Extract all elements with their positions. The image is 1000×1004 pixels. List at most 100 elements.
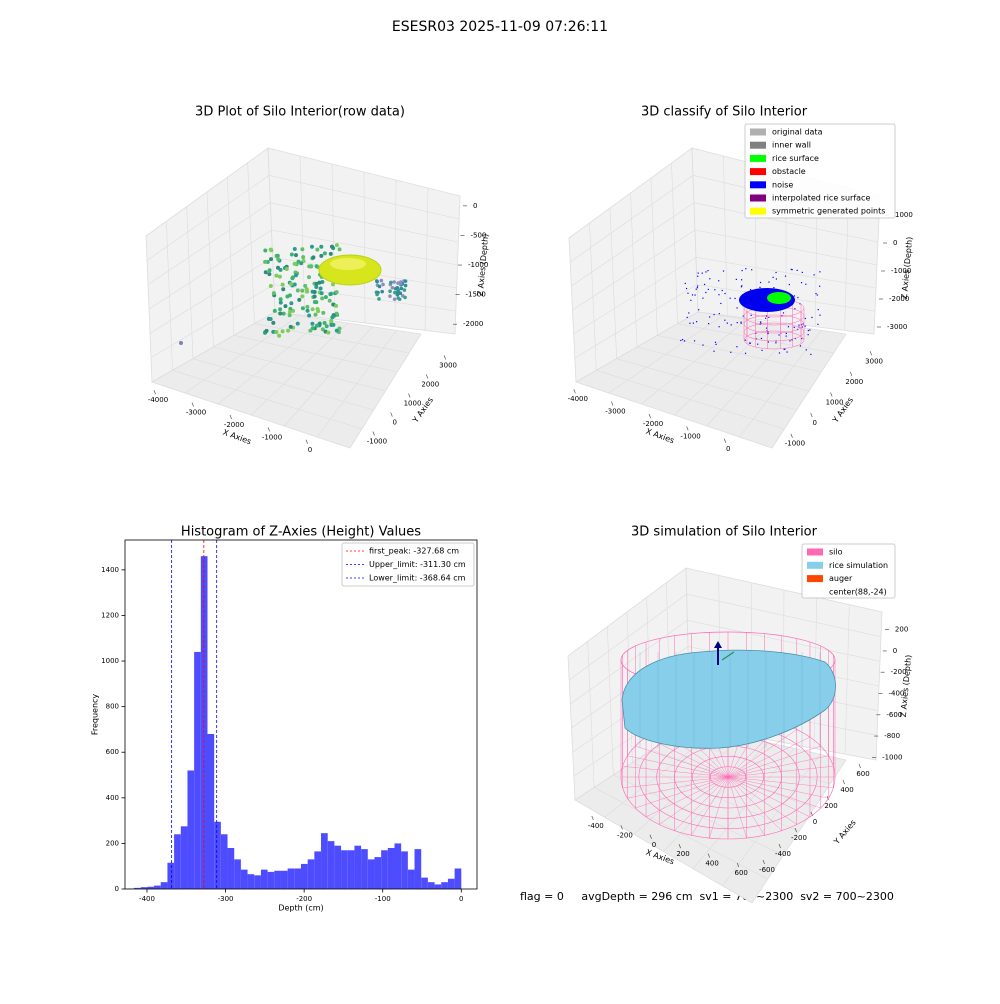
noise-point [696,321,697,322]
scatter-point [293,262,297,266]
scatter-point [301,255,305,259]
legend-label: inner wall [772,141,811,150]
noise-point [708,289,709,290]
scatter-point [289,325,293,329]
z-tick-label: 1000 [895,211,913,219]
noise-point [765,318,766,319]
x-tick-label: -3000 [186,409,206,417]
scatter-point [313,295,317,299]
bar [208,734,215,889]
scatter-point [297,298,301,302]
noise-point [786,333,787,334]
noise-point [778,334,779,335]
noise-point [801,338,802,339]
scatter-point [272,291,276,295]
z-tick-label: -3000 [887,323,907,331]
noise-point [696,289,697,290]
scatter-point [282,312,286,316]
bar [181,826,188,889]
scatter-point [286,329,290,333]
scatter-point [267,272,271,276]
scatter-point [335,243,339,247]
scatter-point [278,275,282,279]
noise-point [702,298,703,299]
noise-point [775,342,776,343]
noise-point [698,309,699,310]
scatter-point [293,283,297,287]
scatter-point [306,309,310,313]
scatter-point [377,297,381,301]
scatter-point [281,287,285,291]
scatter-point [320,296,324,300]
scatter-point [277,334,281,338]
scatter-point [329,252,333,256]
noise-point [687,317,688,318]
legend-swatch [807,588,823,595]
noise-point [713,351,714,352]
scatter-point [307,275,311,279]
noise-point [713,314,714,315]
scatter-point [403,288,407,292]
bar [194,652,201,889]
noise-point [798,325,799,326]
scatter-point [289,301,293,305]
scatter-point [285,267,289,271]
surface-blob [330,258,366,270]
scatter-point [324,295,328,299]
noise-point [767,333,768,334]
noise-point [724,320,725,321]
x-tick-label: -400 [139,895,155,903]
bar [408,870,415,889]
scatter-point [311,307,315,311]
scatter-point [338,247,342,251]
scatter-point [265,329,269,333]
x-tick-label: 600 [735,869,748,877]
noise-point [814,274,815,275]
legend-label: first_peak: -327.68 cm [369,547,459,556]
legend-label: symmetric generated points [772,207,885,216]
noise-point [802,323,803,324]
scatter-point [288,310,292,314]
noise-point [736,279,737,280]
bar [241,870,248,889]
noise-point [761,338,762,339]
bar [254,875,261,889]
x-tick-label: -4000 [568,395,588,403]
bar [288,868,295,889]
scatter-point [335,290,339,294]
noise-point [718,294,719,295]
y-tick-label: 1000 [101,657,119,665]
legend-label: original data [772,128,823,137]
bar [221,834,228,889]
scatter-point [375,280,379,284]
x-tick-label: -4000 [148,396,168,404]
noise-point [745,340,746,341]
scatter-point [305,305,309,309]
scatter-point [296,289,300,293]
y-tick-label: -1000 [367,438,387,446]
noise-point [797,297,798,298]
noise-point [773,287,774,288]
noise-point [786,335,787,336]
y-tick-label: 0 [812,419,816,427]
scatter-point [303,284,307,288]
y-tick-label: 1000 [404,400,422,408]
noise-point [719,313,720,314]
legend-label: rice surface [772,154,819,163]
noise-point [819,286,820,287]
legend-swatch [807,549,823,556]
scatter-point [269,284,273,288]
scatter-point [289,282,293,286]
scatter-point [315,248,319,252]
bar [334,846,341,889]
noise-point [786,351,787,352]
bar [455,868,462,889]
noise-point [740,322,741,323]
bar [268,872,275,889]
noise-point [811,317,812,318]
noise-point [718,280,719,281]
noise-point [779,352,780,353]
scatter-point [276,257,280,261]
